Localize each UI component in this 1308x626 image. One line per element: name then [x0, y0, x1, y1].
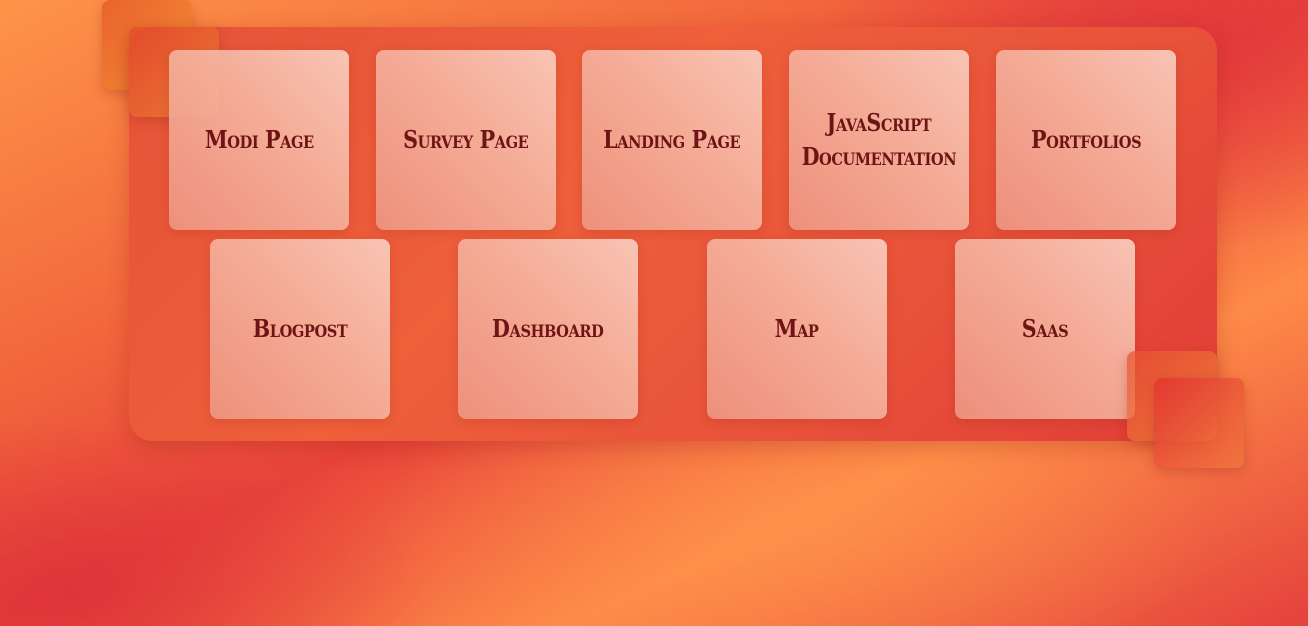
project-card-label: Blogpost: [252, 314, 348, 343]
decorative-square-bottom-right-front: [1154, 378, 1244, 468]
project-card-label: Dashboard: [492, 314, 604, 343]
project-card-label: Map: [775, 314, 819, 343]
project-card-label: JavaScript Documentation: [801, 108, 957, 171]
project-card-label: Saas: [1021, 314, 1069, 343]
project-card-portfolios[interactable]: Portfolios: [996, 50, 1176, 230]
project-card-saas[interactable]: Saas: [955, 239, 1135, 419]
project-card-dashboard[interactable]: Dashboard: [458, 239, 638, 419]
project-card-label: Portfolios: [1030, 125, 1142, 154]
project-card-map[interactable]: Map: [707, 239, 887, 419]
project-card-javascript-documentation[interactable]: JavaScript Documentation: [789, 50, 969, 230]
project-card-label: Survey Page: [403, 125, 529, 154]
project-card-survey-page[interactable]: Survey Page: [376, 50, 556, 230]
project-card-landing-page[interactable]: Landing Page: [582, 50, 762, 230]
project-card-label: Landing Page: [603, 125, 741, 154]
project-card-label: Modi Page: [204, 125, 314, 154]
project-card-blogpost[interactable]: Blogpost: [210, 239, 390, 419]
project-card-modi-page[interactable]: Modi Page: [169, 50, 349, 230]
